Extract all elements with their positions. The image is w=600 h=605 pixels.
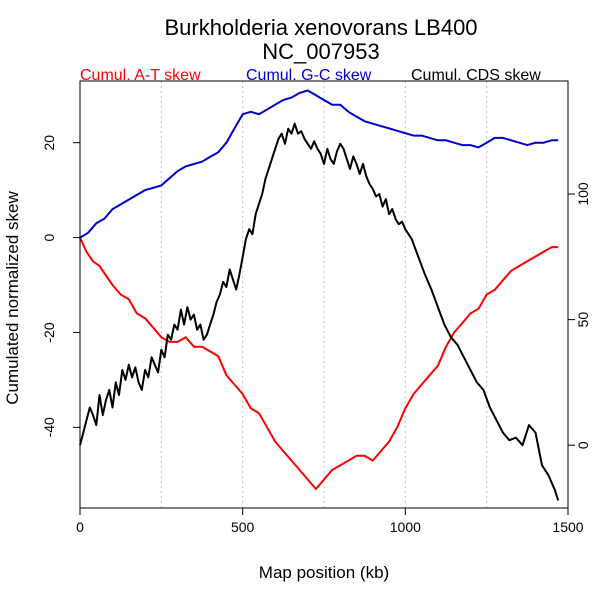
x-tick-label: 1500 xyxy=(552,519,583,535)
chart-title: Burkholderia xenovorans LB400 xyxy=(164,15,477,40)
chart-subtitle: NC_007953 xyxy=(262,39,379,64)
y-tick-label: -40 xyxy=(41,417,57,437)
legend-gc-skew: Cumul. G-C skew xyxy=(246,67,372,84)
y2-tick-label: 50 xyxy=(575,312,591,328)
plot-frame xyxy=(79,80,569,509)
y-tick-label: 0 xyxy=(41,233,57,241)
x-axis-label: Map position (kb) xyxy=(259,563,389,582)
legend-at-skew: Cumul. A-T skew xyxy=(80,67,201,84)
x-tick-label: 500 xyxy=(231,519,255,535)
at-skew-line xyxy=(79,237,559,490)
y2-tick-label: 100 xyxy=(575,182,591,206)
legend-cds-skew: Cumul. CDS skew xyxy=(411,67,541,84)
x-tick-label: 1000 xyxy=(390,519,421,535)
y-tick-label: -20 xyxy=(41,322,57,342)
y-axis-label: Cumulated normalized skew xyxy=(3,191,22,405)
gc-skew-line xyxy=(79,89,559,239)
x-tick-label: 0 xyxy=(76,519,84,535)
y-tick-label: 20 xyxy=(41,135,57,151)
cds-skew-line xyxy=(79,122,560,501)
y2-tick-label: 0 xyxy=(575,441,591,449)
